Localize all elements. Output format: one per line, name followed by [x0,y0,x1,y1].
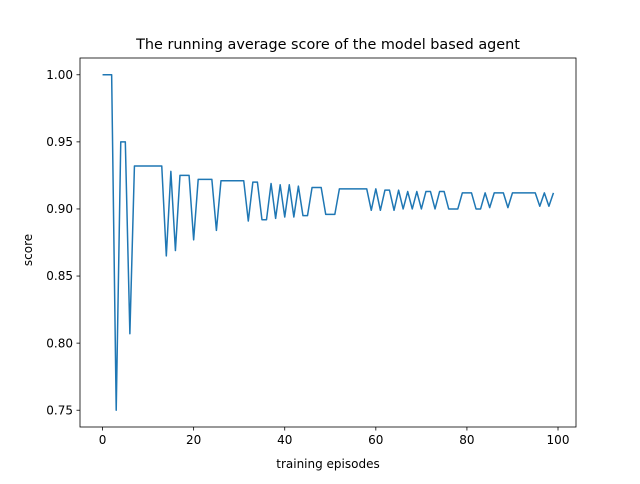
y-tick-label: 0.95 [46,135,73,149]
x-tick-label: 100 [547,433,570,447]
y-tick-label: 0.75 [46,403,73,417]
series-line-0 [102,74,555,411]
x-tick-label: 20 [186,433,201,447]
plot-area [102,74,555,411]
y-tick-label: 0.80 [46,336,73,350]
y-tick-label: 0.90 [46,202,73,216]
x-tick-label: 80 [459,433,474,447]
x-tick-label: 0 [99,433,107,447]
chart-title: The running average score of the model b… [135,37,520,53]
x-axis-ticks: 0 20 40 60 80 100 [99,427,570,447]
y-tick-label: 0.85 [46,269,73,283]
x-tick-label: 60 [368,433,383,447]
x-tick-label: 40 [277,433,292,447]
x-axis-label: training episodes [276,457,379,471]
y-tick-label: 1.00 [46,68,73,82]
y-axis-label: score [21,234,35,266]
axes-frame [79,57,577,428]
y-axis-ticks: 0.75 0.80 0.85 0.90 0.95 1.00 [46,68,80,417]
